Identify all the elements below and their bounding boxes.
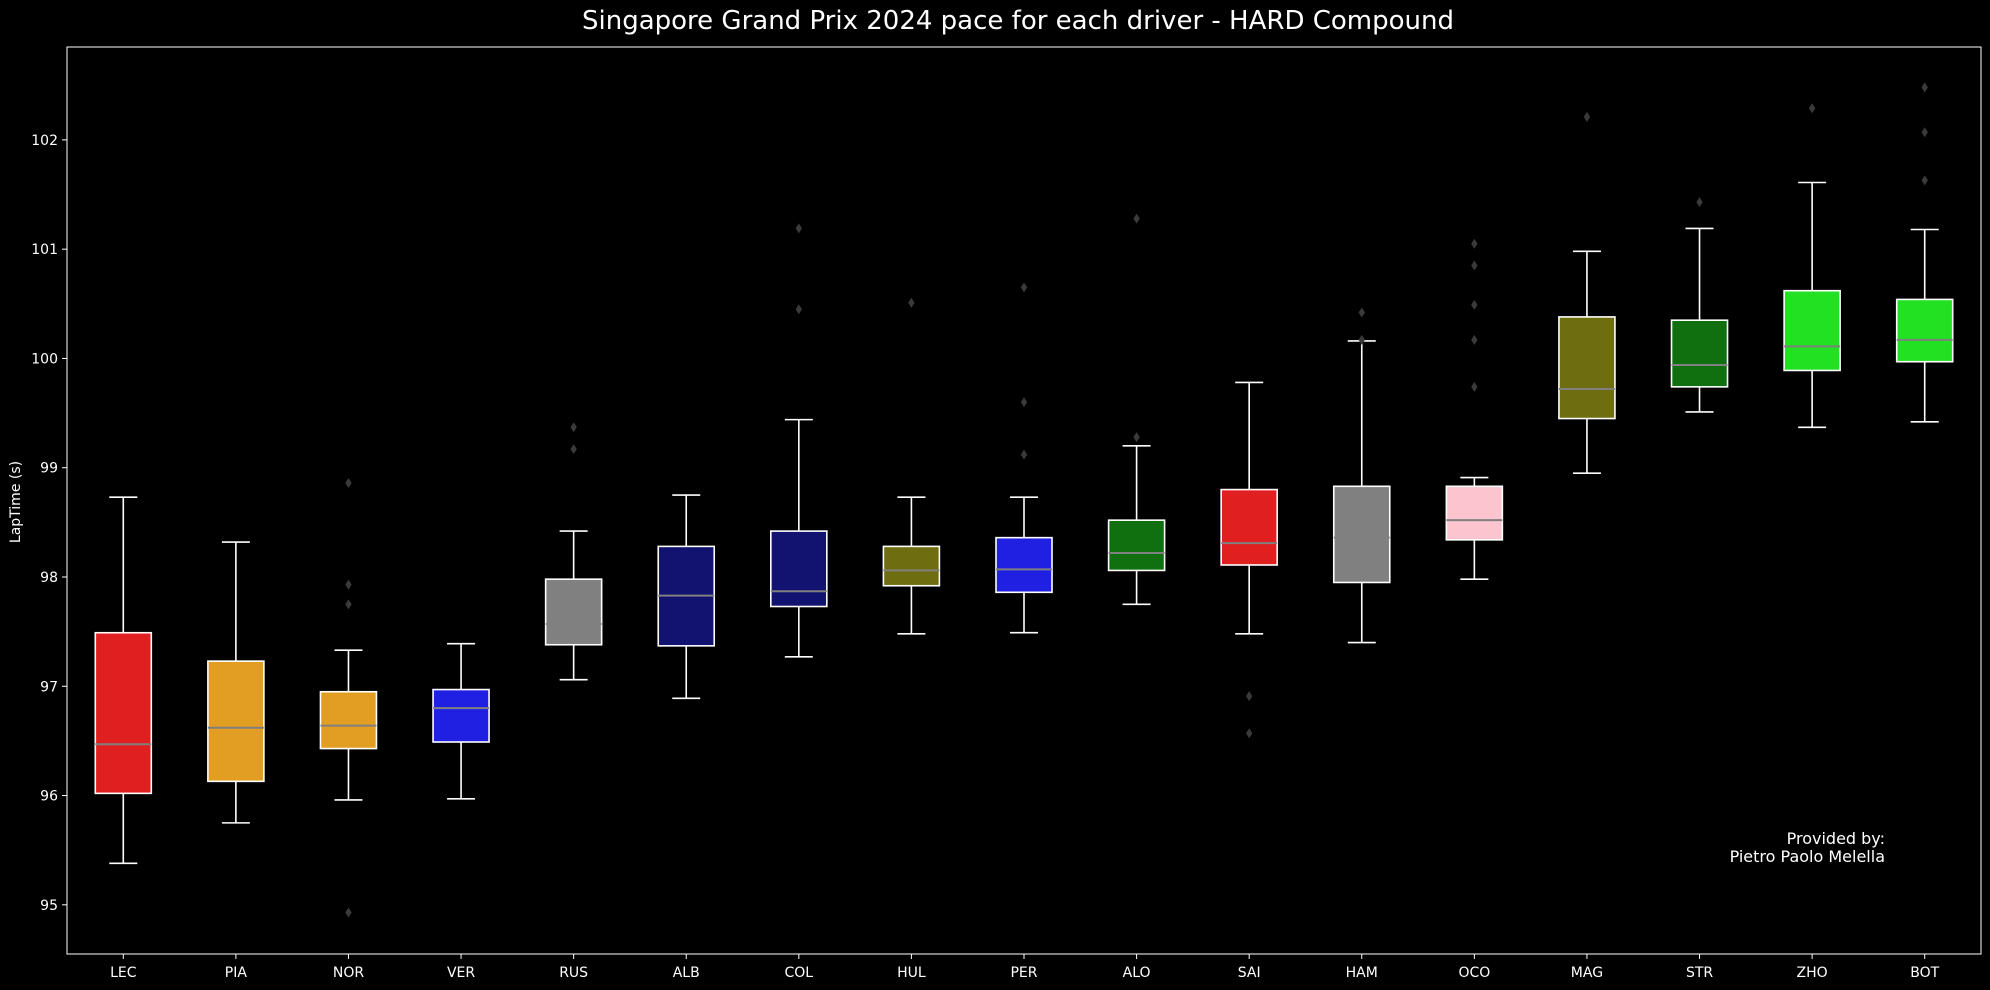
iqr-box <box>1107 519 1166 572</box>
outlier-point <box>1471 334 1478 345</box>
box-lec <box>94 496 153 865</box>
box-nor <box>319 478 378 918</box>
x-tick-label: HUL <box>897 965 926 981</box>
x-tick-label: RUS <box>559 965 588 981</box>
outlier-point <box>1471 299 1478 310</box>
y-axis-ticks: 95 96 97 98 99 100 101 102 <box>31 133 67 914</box>
iqr-box <box>1558 316 1616 420</box>
outlier-point <box>1696 197 1703 208</box>
y-axis-label: LapTime (s) <box>8 461 24 543</box>
y-tick-label: 100 <box>31 351 58 367</box>
x-tick-label: ALO <box>1123 965 1151 981</box>
iqr-box <box>1445 485 1504 541</box>
iqr-box <box>1670 319 1729 388</box>
x-tick-label: PIA <box>225 965 248 981</box>
y-tick-label: 99 <box>40 461 58 477</box>
x-tick-label: MAG <box>1571 965 1603 981</box>
box-per <box>995 282 1053 634</box>
outlier-point <box>1471 238 1478 249</box>
iqr-box <box>1895 298 1954 363</box>
x-tick-label: BOT <box>1910 965 1939 981</box>
iqr-box <box>94 631 153 795</box>
box-mag <box>1558 111 1616 474</box>
y-tick-label: 96 <box>40 789 58 805</box>
x-axis-ticks: LEC PIA NOR VER RUS ALB COL HUL PER ALO SAI HAM OCO M… <box>110 954 1940 981</box>
outlier-point <box>795 304 803 315</box>
outlier-point <box>570 422 577 433</box>
outlier-point <box>1020 449 1028 460</box>
box-alb <box>657 494 716 700</box>
outlier-point <box>1020 282 1028 293</box>
outlier-point <box>1358 334 1365 345</box>
x-tick-label: SAI <box>1238 965 1261 981</box>
x-tick-label: NOR <box>333 965 364 981</box>
x-tick-label: LEC <box>110 965 137 981</box>
box-zho <box>1783 103 1841 429</box>
iqr-box <box>995 536 1053 594</box>
box-ver <box>432 642 490 800</box>
box-hul <box>882 297 941 635</box>
outlier-point <box>795 223 803 234</box>
box-col <box>770 223 828 658</box>
outlier-point <box>1245 728 1253 739</box>
outlier-point <box>1020 397 1028 408</box>
outlier-point <box>1133 213 1140 224</box>
outlier-point <box>1921 127 1928 138</box>
x-tick-label: PER <box>1010 965 1037 981</box>
box-rus <box>544 422 603 681</box>
outlier-point <box>1133 432 1140 443</box>
x-tick-label: ZHO <box>1797 965 1828 981</box>
chart-title: Singapore Grand Prix 2024 pace for each … <box>582 6 1454 36</box>
x-tick-label: OCO <box>1458 965 1490 981</box>
iqr-box <box>432 688 490 743</box>
outlier-point <box>1583 111 1591 122</box>
outlier-point <box>1808 103 1816 114</box>
iqr-box <box>882 545 941 587</box>
y-tick-label: 102 <box>31 133 58 149</box>
outlier-point <box>1471 260 1478 271</box>
iqr-box <box>319 690 378 750</box>
iqr-box <box>544 578 603 646</box>
outlier-point <box>908 297 915 308</box>
box-sai <box>1220 381 1278 739</box>
box-ham <box>1332 307 1391 644</box>
iqr-box <box>1332 485 1391 584</box>
credit-annotation: Provided by: Pietro Paolo Melella <box>1730 830 1885 866</box>
iqr-box <box>1220 488 1278 566</box>
outlier-point <box>345 478 352 489</box>
x-tick-label: COL <box>785 965 814 981</box>
outlier-point <box>345 579 352 590</box>
y-tick-label: 98 <box>40 570 58 586</box>
x-tick-label: VER <box>447 965 475 981</box>
box-bot <box>1895 82 1954 423</box>
y-tick-label: 95 <box>40 898 58 914</box>
x-tick-label: STR <box>1686 965 1713 981</box>
iqr-box <box>207 660 265 783</box>
outlier-point <box>1921 82 1928 93</box>
x-tick-label: ALB <box>673 965 700 981</box>
outlier-point <box>1921 175 1928 186</box>
y-tick-label: 101 <box>31 242 58 258</box>
box-oco <box>1445 238 1504 580</box>
iqr-box <box>770 530 828 608</box>
outlier-point <box>1471 381 1478 392</box>
y-tick-label: 97 <box>40 679 58 695</box>
credit-line-1: Provided by: <box>1786 829 1885 848</box>
outlier-point <box>1245 691 1253 702</box>
box-series <box>94 82 1954 918</box>
box-alo <box>1107 213 1166 606</box>
outlier-point <box>1358 307 1365 318</box>
iqr-box <box>1783 289 1841 372</box>
outlier-point <box>345 599 352 610</box>
outlier-point <box>570 444 577 455</box>
credit-line-2: Pietro Paolo Melella <box>1729 847 1885 866</box>
x-tick-label: HAM <box>1346 965 1378 981</box>
box-str <box>1670 197 1729 413</box>
box-pia <box>207 541 265 824</box>
outlier-point <box>345 907 352 918</box>
